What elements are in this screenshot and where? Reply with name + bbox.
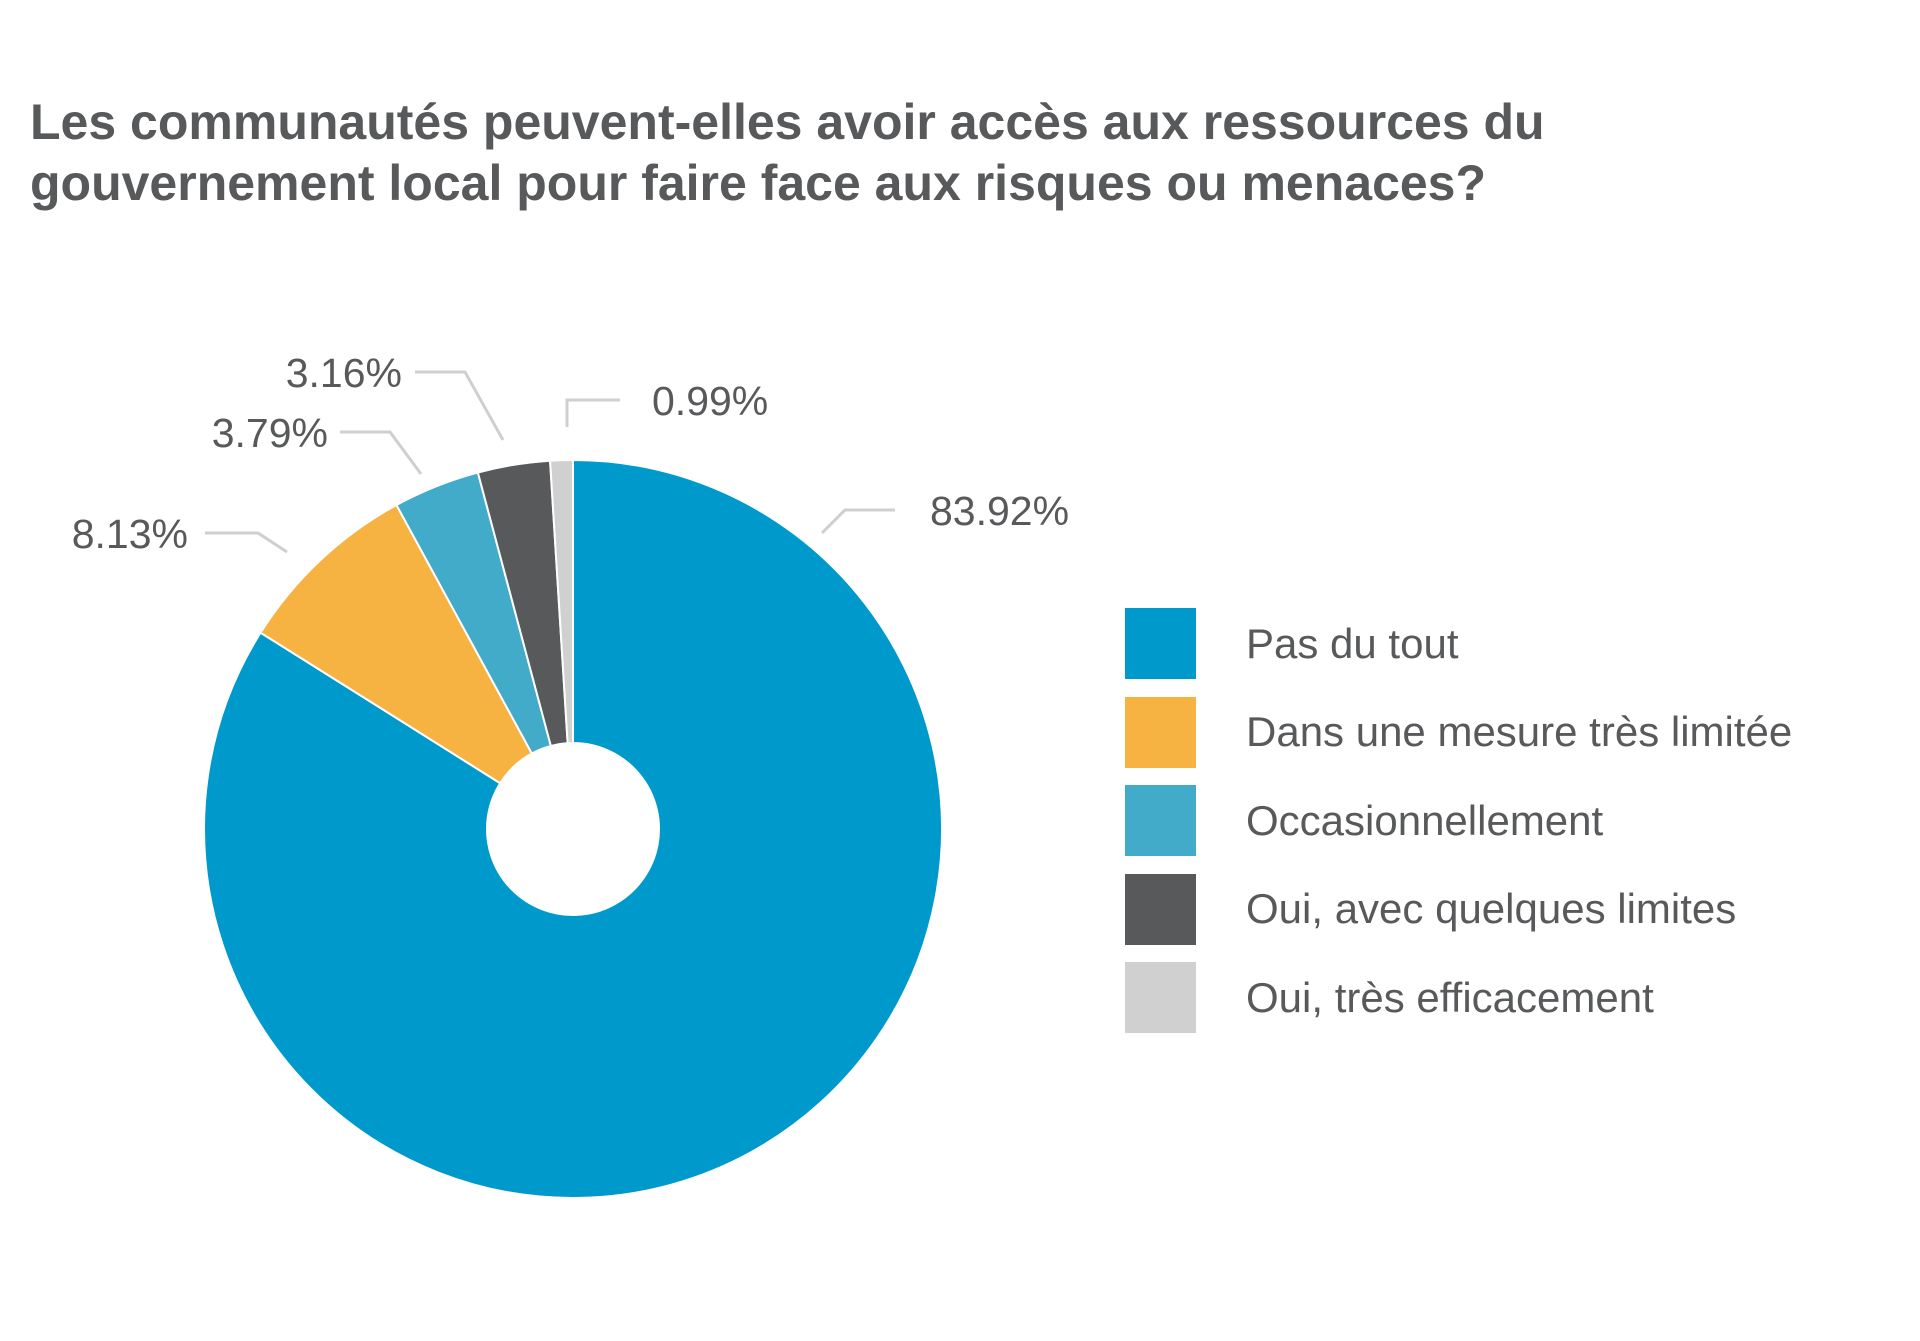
leader-line-occasionnellement <box>340 430 423 475</box>
legend: Pas du tout Dans une mesure très limitée… <box>1125 608 1792 1051</box>
legend-item-mesure-tres-limitee: Dans une mesure très limitée <box>1125 696 1793 768</box>
slice-pas-du-tout <box>203 458 943 1199</box>
slice-oui-tres-efficacement <box>548 458 574 745</box>
leader-line-oui-tres-efficacement <box>565 398 620 427</box>
legend-swatch-oui-tres-efficacement <box>1125 962 1196 1033</box>
chart-title-line-2: gouvernement local pour faire face aux r… <box>30 155 1487 211</box>
legend-label-pas-du-tout: Pas du tout <box>1246 619 1459 667</box>
legend-label-mesure-tres-limitee: Dans une mesure très limitée <box>1246 708 1793 755</box>
legend-swatch-mesure-tres-limitee <box>1125 696 1196 768</box>
legend-item-oui-tres-efficacement: Oui, très efficacement <box>1125 962 1792 1033</box>
legend-item-occasionnellement: Occasionnellement <box>1125 785 1792 856</box>
leader-line-mesure-tres-limitee <box>205 531 288 554</box>
data-label-oui-quelques-limites: 3.16% <box>286 350 402 396</box>
legend-label-oui-tres-efficacement: Oui, très efficacement <box>1246 973 1654 1021</box>
legend-swatch-pas-du-tout <box>1125 608 1196 679</box>
label-leader-lines <box>205 370 895 554</box>
data-labels: 83.92% 8.13% 3.79% 3.16% 0.99% <box>72 350 1069 557</box>
leader-line-oui-quelques-limites <box>415 370 505 441</box>
chart-title: Les communautés peuvent-elles avoir accè… <box>30 92 1730 214</box>
legend-label-oui-quelques-limites: Oui, avec quelques limites <box>1246 885 1737 932</box>
legend-label-occasionnellement: Occasionnellement <box>1246 796 1604 844</box>
leader-line-pas-du-tout <box>820 508 895 535</box>
data-label-mesure-tres-limitee: 8.13% <box>72 511 188 557</box>
chart-title-line-1: Les communautés peuvent-elles avoir accè… <box>30 94 1545 150</box>
legend-item-pas-du-tout: Pas du tout <box>1125 608 1792 679</box>
legend-swatch-oui-quelques-limites <box>1125 873 1196 945</box>
legend-item-oui-quelques-limites: Oui, avec quelques limites <box>1125 873 1792 945</box>
legend-swatch-occasionnellement <box>1125 785 1196 856</box>
data-label-occasionnellement: 3.79% <box>212 410 328 456</box>
data-label-oui-tres-efficacement: 0.99% <box>652 378 768 424</box>
donut-slices <box>203 458 943 1199</box>
data-label-pas-du-tout: 83.92% <box>930 488 1069 534</box>
slice-mesure-tres-limitee <box>259 503 534 785</box>
